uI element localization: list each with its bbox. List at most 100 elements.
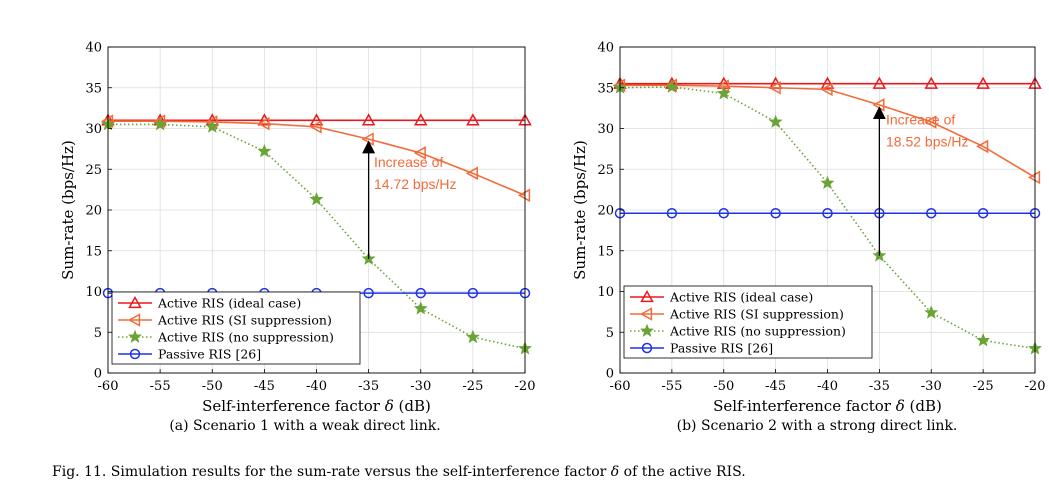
data-point [924,305,939,319]
subfigure-caption: (b) Scenario 2 with a strong direct link… [677,418,958,434]
data-point [415,287,426,299]
data-point [924,115,937,129]
legend-box [111,291,361,365]
y-tick-label: 20 [85,204,102,219]
y-tick-label: 10 [597,285,614,300]
y-tick-label: 15 [85,244,102,259]
data-point [716,86,731,100]
y-axis-label: Sum-rate (bps/Hz) [59,140,77,280]
data-point [465,166,479,181]
legend-marker [129,348,141,360]
data-point [770,208,781,219]
y-tick-label: 5 [606,326,614,341]
legend-label: Passive RIS [26] [670,341,773,356]
data-point [664,79,679,93]
data-point [718,208,729,219]
legend-label: Active RIS (SI suppression) [669,307,844,322]
data-point [153,117,168,131]
data-point [309,192,324,206]
legend-label: Active RIS (ideal case) [669,290,813,305]
x-tick-label: -30 [921,379,942,394]
legend-marker [128,295,142,309]
x-tick-label: -20 [1025,379,1046,394]
y-tick-label: 40 [85,41,102,56]
x-tick-label: -25 [973,379,994,394]
data-point [413,113,428,126]
subfigure-caption: (a) Scenario 1 with a weak direct link. [169,418,440,434]
annotation-line-2: 18.52 bps/Hz [886,134,969,150]
y-tick-label: 0 [606,367,614,382]
data-point [666,208,678,219]
annotation-line-2: 14.72 bps/Hz [374,176,457,192]
data-point [467,287,479,299]
legend-label: Active RIS (SI suppression) [157,313,332,328]
legend-marker [639,307,653,321]
data-point [205,119,220,133]
legend-marker [127,313,141,327]
data-point [517,188,531,203]
legend-box [623,285,873,359]
data-point [924,76,939,89]
series-line-2 [620,84,1036,179]
data-point [976,76,990,89]
annotation-line-1: Increase of [886,112,955,128]
y-tick-label: 35 [85,81,102,96]
data-point [309,113,324,126]
data-point [257,116,270,131]
data-point [361,113,376,126]
data-point [926,208,937,219]
x-axis-label: Self-interference factor δ (dB) [713,397,942,415]
x-tick-label: -35 [358,379,379,394]
x-tick-label: -45 [254,379,275,394]
y-tick-label: 30 [85,122,102,137]
data-point [976,333,991,347]
y-tick-label: 20 [597,204,614,219]
x-tick-label: -25 [462,379,483,394]
data-point [768,114,783,128]
y-tick-label: 25 [597,163,614,178]
x-tick-label: -50 [202,379,223,394]
chart-panel-b: -60 -55 -50 -45 -40 -35 -30 -25 -20 0 5 10 15 20 25 30 3… [571,41,1045,435]
y-axis-label: Sum-rate (bps/Hz) [571,140,589,280]
data-point [466,113,480,126]
y-tick-label: 35 [597,81,614,96]
y-tick-label: 40 [597,41,614,56]
x-tick-label: -55 [661,379,682,394]
x-tick-label: -45 [765,379,786,394]
figure-caption: Fig. 11. Simulation results for the sum-… [52,464,746,480]
data-point [977,208,989,219]
data-point [363,287,374,299]
legend-label: Active RIS (no suppression) [669,324,846,339]
data-point [822,208,833,219]
data-point [820,76,835,89]
data-point [309,120,322,134]
y-tick-label: 5 [94,326,102,341]
legend-marker [640,323,654,337]
series-line-3 [619,86,1036,350]
data-point [976,139,989,154]
data-point [872,76,887,89]
x-tick-label: -30 [410,379,431,394]
series-line-2 [108,120,526,197]
data-point [768,80,781,95]
data-point [413,301,428,315]
x-tick-label: -35 [869,379,890,394]
x-tick-label: -55 [150,379,171,394]
data-point [820,82,833,97]
annotation-line-1: Increase of [374,154,443,170]
x-tick-label: -50 [713,379,734,394]
legend-label: Active RIS (no suppression) [157,330,334,345]
x-axis-label: Self-interference factor δ (dB) [202,397,431,415]
x-tick-label: -40 [306,379,327,394]
legend-label: Active RIS (ideal case) [157,296,301,311]
data-point [820,175,835,190]
data-point [257,143,272,158]
data-point [465,329,480,344]
data-point [1027,170,1041,185]
x-tick-label: -20 [515,379,536,394]
legend-marker [128,329,142,343]
y-tick-label: 0 [94,367,102,382]
y-tick-label: 10 [85,285,102,300]
